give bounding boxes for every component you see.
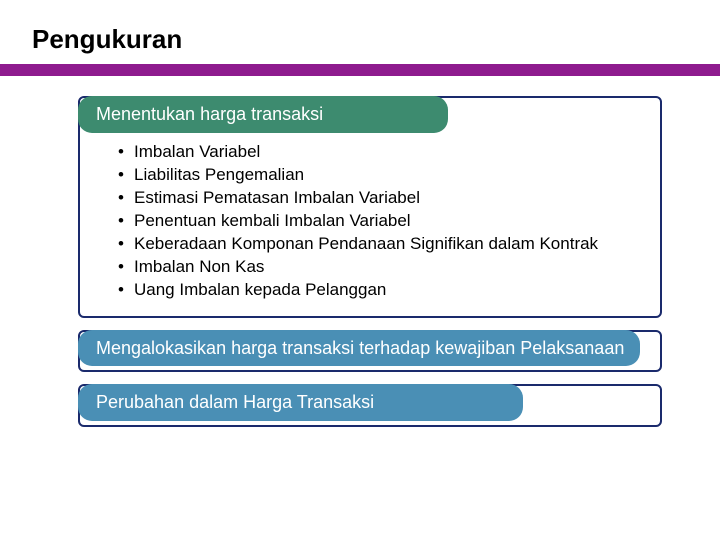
list-item: Liabilitas Pengemalian — [118, 164, 640, 187]
card-mengalokasikan: Mengalokasikan harga transaksi terhadap … — [78, 330, 662, 373]
card-header: Menentukan harga transaksi — [78, 96, 448, 133]
list-item: Penentuan kembali Imbalan Variabel — [118, 210, 640, 233]
card-perubahan: Perubahan dalam Harga Transaksi — [78, 384, 662, 427]
list-item: Imbalan Variabel — [118, 141, 640, 164]
card-body: Imbalan Variabel Liabilitas Pengemalian … — [80, 135, 660, 316]
card-menentukan: Menentukan harga transaksi Imbalan Varia… — [78, 96, 662, 318]
list-item: Uang Imbalan kepada Pelanggan — [118, 279, 640, 302]
content-area: Menentukan harga transaksi Imbalan Varia… — [78, 96, 662, 439]
list-item: Keberadaan Komponan Pendanaan Signifikan… — [118, 233, 640, 256]
card-header: Perubahan dalam Harga Transaksi — [78, 384, 523, 421]
bullet-list: Imbalan Variabel Liabilitas Pengemalian … — [118, 141, 640, 302]
card-header: Mengalokasikan harga transaksi terhadap … — [78, 330, 640, 367]
title-underline-bar — [0, 64, 720, 76]
list-item: Imbalan Non Kas — [118, 256, 640, 279]
page-title: Pengukuran — [32, 24, 182, 55]
list-item: Estimasi Pematasan Imbalan Variabel — [118, 187, 640, 210]
